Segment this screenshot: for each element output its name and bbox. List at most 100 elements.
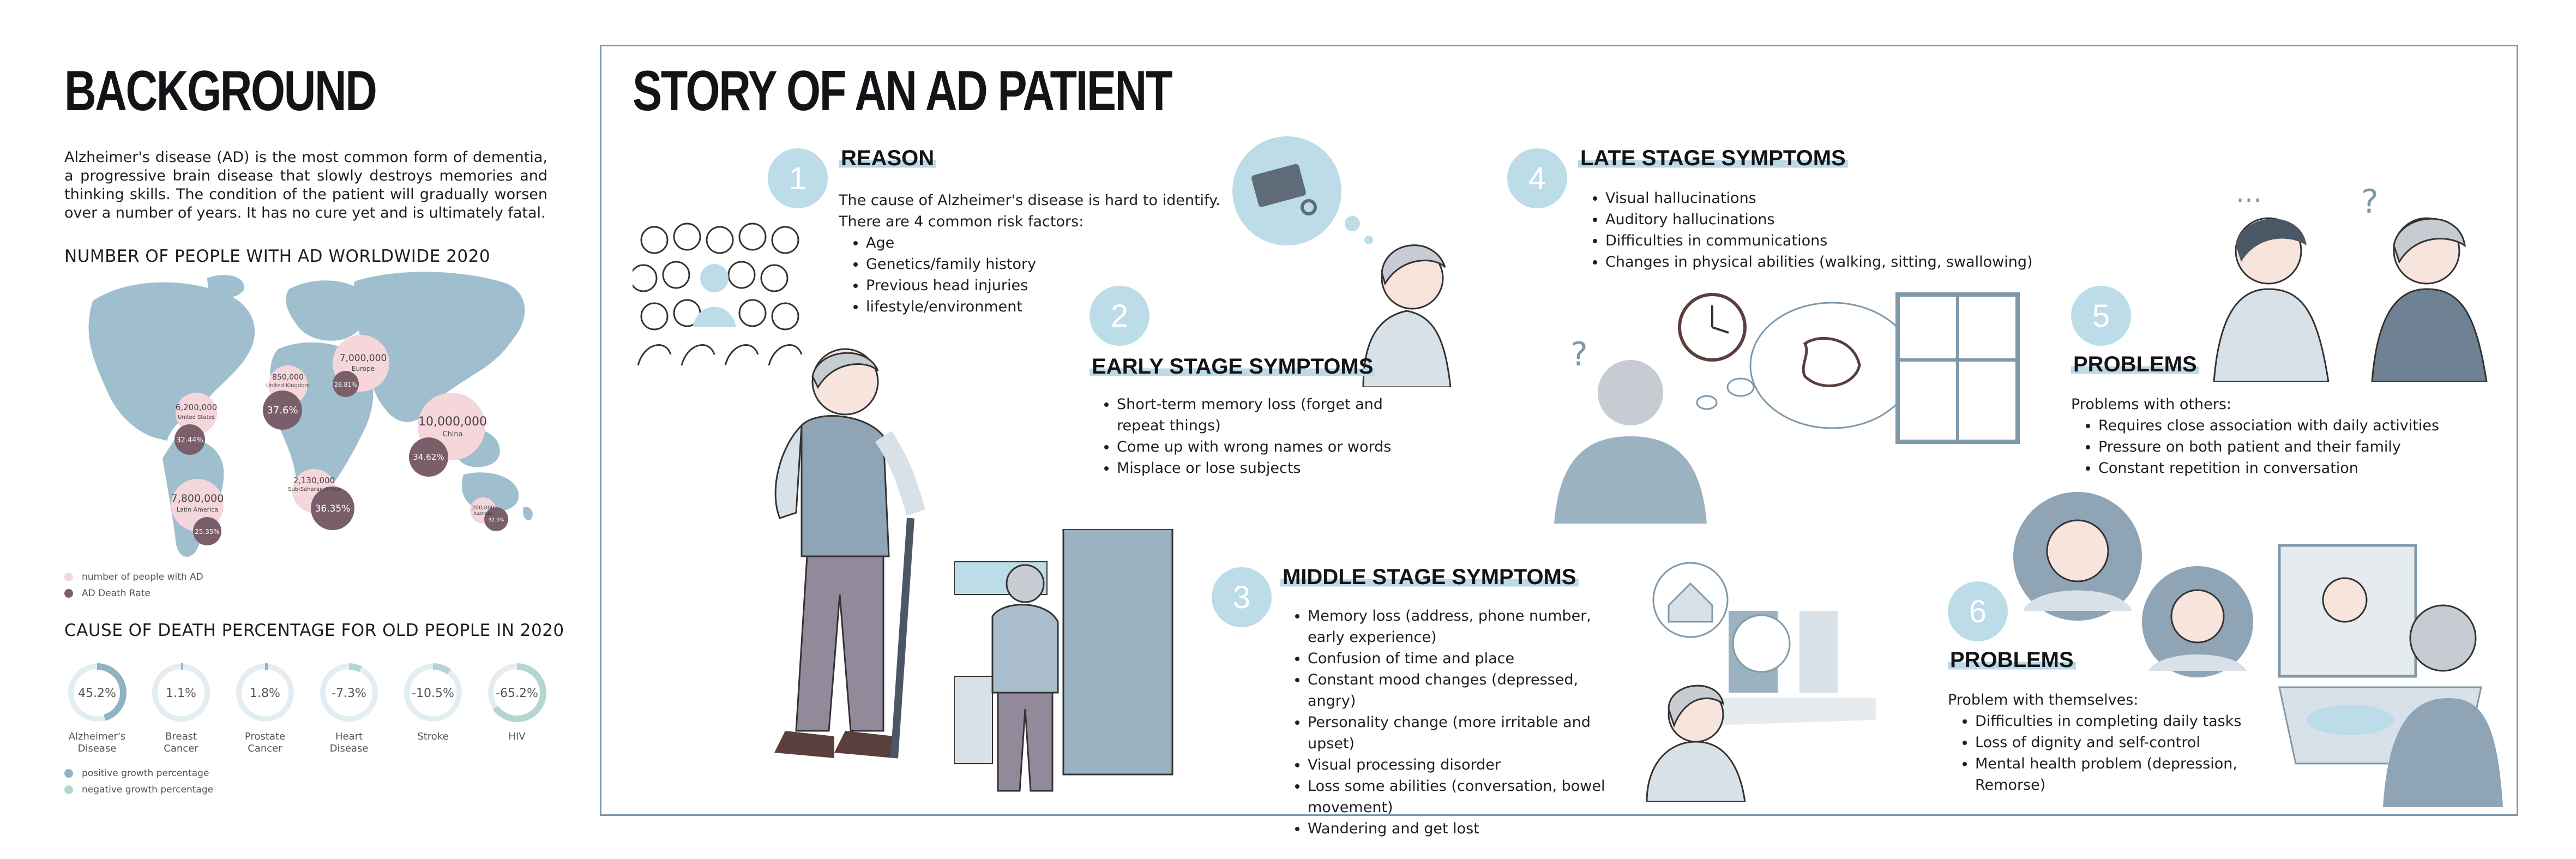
donut-value: 1.1% [166,687,196,700]
donut-value: -7.3% [332,687,366,700]
problem-others: Requires close association with daily ac… [2098,415,2464,436]
svg-text:?: ? [1570,335,1588,374]
region-us-name: United States [178,415,215,421]
region-latam-count: 7,800,000 [171,492,224,504]
region-europe-name: Europe [352,365,375,373]
region-uk-rate: 37.6% [267,405,298,416]
problem-others: Constant repetition in conversation [2098,458,2464,479]
region-europe-count: 7,000,000 [340,353,387,364]
section-3-title: MIDDLE STAGE SYMPTOMS [1280,565,1579,590]
elderly-man-cane [774,348,926,759]
background-title: BACKGROUND [64,59,377,123]
region-us-count: 6,200,000 [176,403,217,412]
donut-value: 1.8% [250,687,280,700]
background-intro: Alzheimer's disease (AD) is the most com… [64,149,547,221]
donut-ring: -7.3% [320,663,378,722]
problem-others: Pressure on both patient and their famil… [2098,436,2464,458]
middle-symptom: Memory loss (address, phone number, earl… [1308,605,1629,648]
risk-factor: lifestyle/environment [866,296,1220,317]
region-uk-count: 850,000 [272,373,304,382]
region-africa-name: Sub-Saharan Africa [288,486,340,492]
section-5-body: Problems with others: Requires close ass… [2071,394,2464,479]
risk-factor: Genetics/family history [866,254,1220,275]
middle-symptom: Loss some abilities (conversation, bowel… [1308,776,1629,818]
portraits-and-mirror [2013,492,2503,807]
section-2-number: 2 [1090,286,1149,346]
region-europe-rate: 26.81% [334,381,357,388]
section-1-body: The cause of Alzheimer's disease is hard… [839,190,1220,317]
region-latam-name: Latin America [177,506,218,513]
section-1-number: 1 [768,148,828,208]
problem-self: Mental health problem (depression, Remor… [1975,753,2253,796]
world-map: 6,200,000 United States 32.44% 850,000 U… [88,272,533,557]
svg-text:?: ? [2361,183,2379,221]
middle-symptom: Wandering and get lost [1308,818,1629,839]
death-title: CAUSE OF DEATH PERCENTAGE FOR OLD PEOPLE… [64,621,564,640]
section-4-title: LATE STAGE SYMPTOMS [1578,146,1848,171]
cause-donut: 45.2% Alzheimer's Disease [64,660,130,755]
section-5-number: 5 [2071,286,2131,346]
story-title: STORY OF AN AD PATIENT [633,59,1172,123]
donut-ring: 1.1% [152,663,210,722]
section-4-body: Visual hallucinations Auditory hallucina… [1578,188,2069,273]
donut-ring: 1.8% [236,663,294,722]
hallucination-scene: ? [1554,292,2020,524]
region-australia-rate: 32.5% [489,518,504,523]
two-men-conversation: … ? [2213,180,2488,382]
middle-symptom: Personality change (more irritable and u… [1308,712,1629,754]
section-2-body: Short-term memory loss (forget and repea… [1090,394,1395,479]
donut-label: Alzheimer's Disease [68,731,126,754]
donut-ring: -65.2% [487,663,546,722]
region-australia-count: 200,000 [472,505,494,511]
section-6-title: PROBLEMS [1948,648,2076,672]
risk-factor: Age [866,232,1220,254]
donut-label: Breast Cancer [164,731,198,754]
section-3-body: Memory loss (address, phone number, earl… [1280,605,1629,839]
section-5-title: PROBLEMS [2071,352,2199,377]
region-australia-name: Australia [473,511,492,516]
thinking-man-bubble [1232,136,1452,387]
story-panel [600,45,2518,816]
legend-people: number of people with AD [64,572,203,582]
cause-donut: 1.1% Breast Cancer [148,660,214,755]
donut-value: -10.5% [412,687,454,700]
late-symptom: Changes in physical abilities (walking, … [1605,251,2069,273]
donut-value: 45.2% [78,687,116,700]
problem-self: Difficulties in completing daily tasks [1975,711,2253,732]
section-6-body: Problem with themselves: Difficulties in… [1948,689,2253,796]
region-africa-count: 2,130,000 [293,476,335,485]
section-3-number: 3 [1212,567,1272,627]
early-symptom: Short-term memory loss (forget and repea… [1117,394,1395,436]
middle-symptom: Constant mood changes (depressed, angry) [1308,669,1629,712]
donut-ring: -10.5% [404,663,462,722]
region-china-name: China [442,430,462,438]
svg-text:…: … [2236,180,2262,208]
cause-donut: 1.8% Prostate Cancer [232,660,298,755]
middle-symptom: Visual processing disorder [1308,754,1629,776]
legend-positive: positive growth percentage [64,768,213,779]
region-china-rate: 34.62% [413,452,444,462]
map-legend: number of people with AD AD Death Rate [64,572,203,599]
region-us-rate: 32.44% [176,436,203,444]
map-title: NUMBER OF PEOPLE WITH AD WORLDWIDE 2020 [64,247,491,266]
legend-death-rate: AD Death Rate [64,588,203,599]
legend-negative: negative growth percentage [64,784,213,795]
donut-value: -65.2% [496,687,538,700]
cause-donut: -10.5% Stroke [400,660,466,743]
man-at-wardrobe [954,529,1173,792]
late-symptom: Auditory hallucinations [1605,209,2069,230]
donut-label: HIV [508,731,526,742]
donut-label: Prostate Cancer [244,731,286,754]
confused-man-house [1646,562,1876,802]
late-symptom: Visual hallucinations [1605,188,2069,209]
risk-factor: Previous head injuries [866,275,1220,296]
region-uk-name: United Kingdom [266,383,310,389]
section-6-number: 6 [1948,581,2008,641]
section-2-title: EARLY STAGE SYMPTOMS [1090,355,1376,379]
crowd-illustration [633,223,803,365]
problem-self: Loss of dignity and self-control [1975,732,2253,753]
early-symptom: Come up with wrong names or words [1117,436,1395,458]
middle-symptom: Confusion of time and place [1308,648,1629,669]
donut-ring: 45.2% [68,663,127,722]
donut-label: Heart Disease [329,731,369,754]
